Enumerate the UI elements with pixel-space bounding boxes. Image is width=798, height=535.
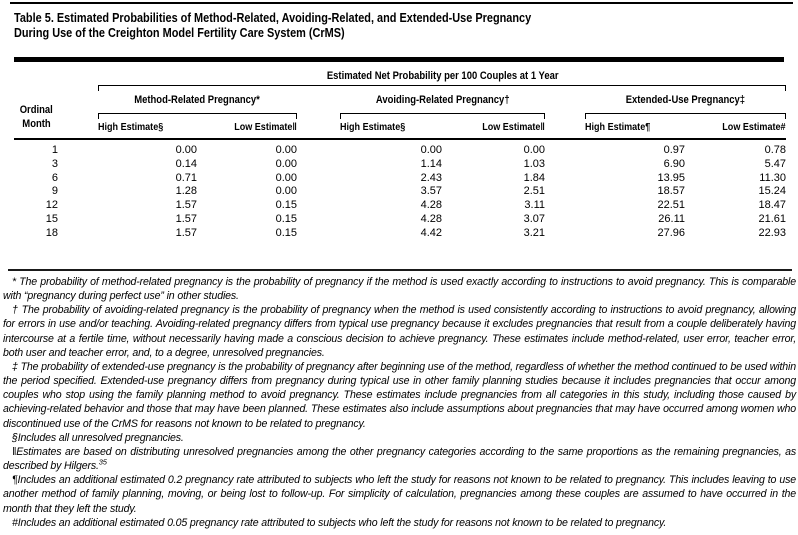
high-estimate-header: High Estimate¶ (585, 121, 651, 133)
value-cell: 1.28 (175, 185, 197, 198)
footnote-extended-use: ‡ The probability of extended-use pregna… (3, 360, 796, 430)
footnotes-section: * The probability of method-related preg… (3, 275, 796, 530)
footnote-avoiding-related: † The probability of avoiding-related pr… (3, 304, 796, 359)
month-cell: 3 (51, 157, 58, 170)
value-cell: 21.61 (758, 212, 786, 225)
column-group-method-related: Method-Related Pregnancy* High Estimate§… (98, 94, 297, 134)
month-cell: 6 (51, 171, 58, 184)
value-cell: 1.57 (175, 199, 197, 211)
value-cell: 0.15 (275, 199, 297, 211)
ordinal-month-header: Ordinal Month (14, 104, 58, 131)
table-row: 3 0.14 0.00 1.14 1.03 6.90 5.47 (14, 158, 786, 172)
value-cell: 22.51 (657, 199, 685, 211)
low-estimate-header: Low Estimate# (722, 121, 786, 133)
month-cell: 9 (51, 185, 58, 198)
footnote-additional-02: ¶Includes an additional estimated 0.2 pr… (3, 474, 796, 515)
group-bracket (585, 113, 786, 119)
value-cell: 18.57 (657, 185, 685, 198)
footnote-unresolved: §Includes all unresolved pregnancies. (12, 431, 184, 444)
month-cell: 1 (51, 144, 58, 156)
footnote-additional-005: #Includes an additional estimated 0.05 p… (12, 516, 667, 529)
body-rule (8, 269, 792, 271)
month-cell: 18 (45, 226, 58, 239)
month-cell: 15 (45, 212, 58, 225)
value-cell: 4.28 (420, 199, 442, 211)
table-row: 18 1.57 0.15 4.42 3.21 27.96 22.93 (14, 227, 786, 241)
value-cell: 1.57 (175, 212, 197, 225)
value-cell: 0.14 (175, 157, 197, 170)
footnote-hilgers: ‖Estimates are based on distributing unr… (3, 445, 796, 473)
header-rule (14, 138, 786, 140)
reference-superscript: 35 (98, 457, 107, 467)
value-cell: 1.57 (175, 226, 197, 239)
value-cell: 0.00 (275, 171, 297, 184)
value-cell: 0.00 (523, 144, 545, 156)
value-cell: 1.03 (523, 157, 545, 170)
group-bracket (98, 113, 297, 119)
value-cell: 6.90 (663, 157, 685, 170)
value-cell: 3.11 (524, 199, 545, 211)
value-cell: 18.47 (758, 199, 786, 211)
low-estimate-header: Low Estimate‖ (234, 121, 297, 133)
value-cell: 27.96 (657, 226, 685, 239)
value-cell: 1.14 (420, 157, 442, 170)
value-cell: 3.57 (420, 185, 442, 198)
month-cell: 12 (45, 199, 58, 211)
ordinal-label: Ordinal (19, 104, 53, 116)
value-cell: 3.21 (523, 226, 545, 239)
high-estimate-header: High Estimate§ (98, 121, 164, 133)
top-rule (10, 2, 793, 4)
footnote-method-related: * The probability of method-related preg… (3, 276, 796, 303)
value-cell: 0.15 (275, 212, 297, 225)
table-row: 12 1.57 0.15 4.28 3.11 22.51 18.47 (14, 199, 786, 213)
value-cell: 26.11 (658, 212, 685, 225)
value-cell: 2.43 (420, 171, 442, 184)
value-cell: 15.24 (758, 185, 786, 198)
column-group-avoiding-related: Avoiding-Related Pregnancy† High Estimat… (340, 94, 545, 134)
value-cell: 0.97 (663, 144, 685, 156)
value-cell: 4.28 (420, 212, 442, 225)
value-cell: 0.78 (764, 144, 786, 156)
group-label: Method-Related Pregnancy* (134, 94, 261, 106)
value-cell: 0.71 (175, 171, 197, 184)
value-cell: 0.00 (275, 185, 297, 198)
value-cell: 0.00 (275, 144, 297, 156)
group-label: Extended-Use Pregnancy‡ (625, 94, 746, 106)
data-table: 1 0.00 0.00 0.00 0.00 0.97 0.78 3 0.14 0… (14, 144, 786, 240)
group-bracket (340, 113, 545, 119)
value-cell: 0.15 (275, 226, 297, 239)
spanner-bracket (98, 85, 786, 91)
value-cell: 0.00 (175, 144, 197, 156)
spanner-heading-text: Estimated Net Probability per 100 Couple… (326, 70, 559, 82)
value-cell: 4.42 (420, 226, 442, 239)
value-cell: 3.07 (523, 212, 545, 225)
spanner-heading: Estimated Net Probability per 100 Couple… (98, 70, 787, 82)
table-row: 1 0.00 0.00 0.00 0.00 0.97 0.78 (14, 144, 786, 158)
title-divider-bar (14, 57, 784, 62)
value-cell: 11.30 (759, 171, 786, 184)
table-row: 6 0.71 0.00 2.43 1.84 13.95 11.30 (14, 172, 786, 186)
value-cell: 0.00 (420, 144, 442, 156)
high-estimate-header: High Estimate§ (340, 121, 406, 133)
value-cell: 5.47 (764, 157, 786, 170)
value-cell: 2.51 (523, 185, 545, 198)
value-cell: 0.00 (275, 157, 297, 170)
table-row: 9 1.28 0.00 3.57 2.51 18.57 15.24 (14, 185, 786, 199)
table-title: Table 5. Estimated Probabilities of Meth… (14, 10, 532, 40)
value-cell: 1.84 (523, 171, 545, 184)
table-row: 15 1.57 0.15 4.28 3.07 26.11 21.61 (14, 213, 786, 227)
column-group-extended-use: Extended-Use Pregnancy‡ High Estimate¶ L… (585, 94, 786, 134)
group-label: Avoiding-Related Pregnancy† (375, 94, 510, 106)
value-cell: 13.95 (657, 171, 685, 184)
value-cell: 22.93 (758, 226, 786, 239)
month-label: Month (21, 117, 51, 130)
low-estimate-header: Low Estimate‖ (482, 121, 545, 133)
